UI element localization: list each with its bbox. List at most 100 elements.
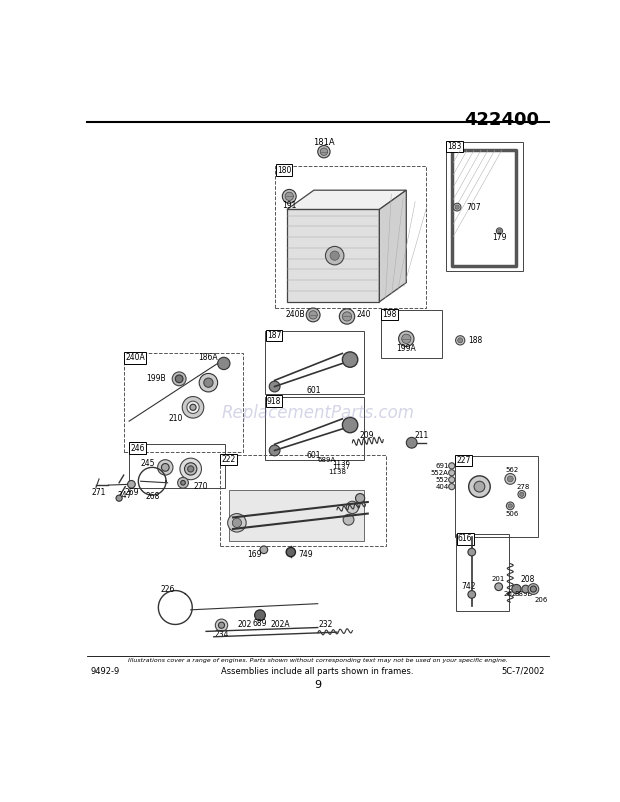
Text: 232: 232 [318, 620, 333, 629]
Circle shape [317, 145, 330, 158]
Text: 187: 187 [267, 331, 281, 340]
Circle shape [449, 463, 455, 469]
Circle shape [204, 378, 213, 387]
Circle shape [520, 492, 524, 496]
Circle shape [309, 310, 317, 319]
Circle shape [182, 396, 204, 418]
Bar [455, 456, 538, 537]
Circle shape [215, 619, 228, 631]
Text: 191: 191 [282, 201, 297, 210]
Text: ReplacementParts.com: ReplacementParts.com [221, 404, 414, 423]
Circle shape [218, 622, 224, 628]
Circle shape [528, 584, 539, 594]
Text: 234: 234 [215, 630, 229, 639]
Text: 601: 601 [307, 386, 321, 395]
Bar [275, 165, 425, 308]
Text: Assemblies include all parts shown in frames.: Assemblies include all parts shown in fr… [221, 667, 414, 676]
Text: 278: 278 [516, 484, 530, 490]
Circle shape [498, 229, 501, 233]
Polygon shape [229, 491, 364, 541]
Text: 199B: 199B [146, 375, 166, 383]
Text: 188: 188 [468, 336, 482, 345]
Text: 689A: 689A [317, 456, 336, 463]
Text: 601: 601 [307, 452, 321, 460]
Circle shape [507, 502, 514, 510]
Circle shape [507, 476, 513, 482]
Text: 169: 169 [247, 550, 262, 559]
Bar [124, 354, 243, 452]
Bar [456, 534, 508, 611]
Text: 1138: 1138 [328, 469, 346, 475]
Circle shape [260, 546, 268, 553]
Circle shape [505, 473, 516, 484]
Text: 1136: 1136 [332, 460, 350, 466]
Text: 186A: 186A [198, 353, 218, 362]
Circle shape [474, 481, 485, 492]
Circle shape [346, 501, 358, 513]
Circle shape [116, 495, 122, 501]
Text: 240A: 240A [125, 354, 145, 363]
Circle shape [255, 610, 265, 621]
Circle shape [469, 476, 490, 497]
Text: 689: 689 [253, 619, 267, 628]
Circle shape [518, 491, 526, 498]
Circle shape [456, 336, 465, 345]
Text: 269: 269 [124, 488, 139, 496]
Circle shape [188, 466, 194, 472]
Circle shape [495, 583, 503, 590]
Text: 262: 262 [503, 591, 517, 597]
Circle shape [161, 464, 169, 472]
Text: 616: 616 [458, 534, 472, 544]
Circle shape [282, 189, 296, 203]
Polygon shape [287, 190, 406, 209]
Text: 181A: 181A [313, 138, 335, 147]
Bar [453, 150, 516, 265]
Bar [220, 455, 386, 546]
Text: 180: 180 [277, 165, 291, 175]
Text: 183: 183 [447, 142, 461, 151]
Circle shape [342, 417, 358, 433]
Text: 211: 211 [415, 431, 429, 439]
Circle shape [406, 437, 417, 448]
Circle shape [187, 401, 199, 414]
Circle shape [342, 312, 352, 321]
Bar [129, 444, 225, 488]
Text: 707: 707 [466, 203, 481, 212]
Circle shape [468, 590, 476, 598]
Circle shape [228, 513, 246, 532]
Circle shape [285, 192, 293, 200]
Text: 9: 9 [314, 679, 321, 690]
Text: 209: 209 [359, 431, 373, 439]
Text: 240: 240 [356, 310, 371, 318]
Circle shape [326, 246, 344, 265]
Text: 227: 227 [456, 456, 471, 465]
Text: 918: 918 [267, 396, 281, 406]
Text: 206: 206 [534, 597, 547, 603]
Text: 210: 210 [169, 414, 183, 423]
Circle shape [339, 309, 355, 324]
Text: 1137: 1137 [332, 464, 350, 471]
Text: 226: 226 [161, 585, 175, 593]
Bar [265, 331, 364, 395]
Circle shape [199, 374, 218, 392]
Circle shape [172, 372, 186, 386]
Circle shape [343, 514, 354, 525]
Text: 222: 222 [221, 455, 236, 464]
Circle shape [128, 480, 135, 488]
Circle shape [512, 585, 521, 593]
Circle shape [455, 205, 459, 209]
Circle shape [218, 357, 230, 370]
Text: 245: 245 [141, 459, 155, 468]
Bar [265, 396, 364, 460]
Text: 240B: 240B [285, 310, 304, 318]
Text: 199A: 199A [396, 343, 416, 353]
Circle shape [157, 460, 173, 475]
Circle shape [522, 585, 529, 593]
Text: 201: 201 [492, 576, 505, 582]
Circle shape [449, 470, 455, 476]
Circle shape [530, 586, 536, 592]
Text: 9492-9: 9492-9 [91, 667, 120, 676]
Circle shape [399, 331, 414, 346]
Text: 422400: 422400 [464, 111, 539, 129]
Text: 202: 202 [237, 620, 252, 629]
